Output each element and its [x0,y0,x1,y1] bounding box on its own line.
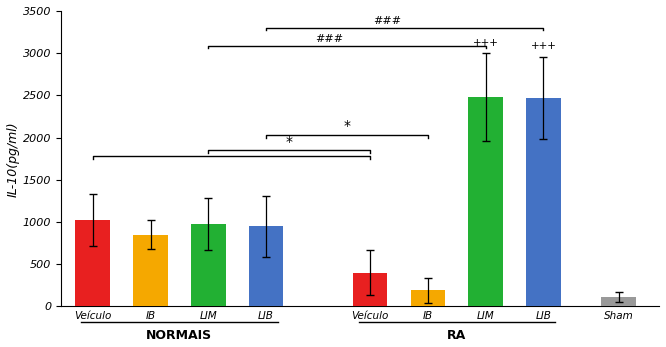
Bar [353,273,388,306]
Text: ###: ### [374,16,402,26]
Bar [410,290,446,306]
Text: NORMAIS: NORMAIS [147,329,212,342]
Y-axis label: IL-10(pg/ml): IL-10(pg/ml) [7,121,20,196]
Text: +++: +++ [531,42,556,51]
Bar [75,220,110,306]
Bar [526,98,561,306]
Bar [191,224,226,306]
Text: *: * [286,135,293,149]
Bar [249,226,284,306]
Text: +++: +++ [473,38,499,48]
Bar [601,297,636,306]
Bar [133,235,168,306]
Text: ###: ### [316,34,344,44]
Text: RA: RA [447,329,466,342]
Text: *: * [344,119,350,133]
Bar [468,97,503,306]
